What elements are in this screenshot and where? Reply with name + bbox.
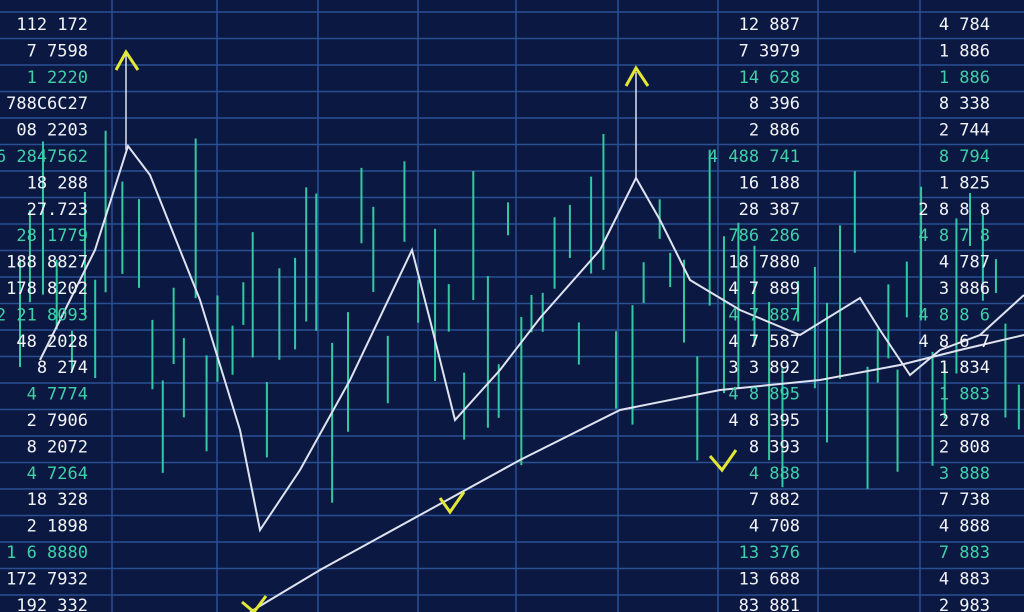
value-label: 8 2072 — [27, 437, 88, 457]
up-arrow — [114, 49, 140, 71]
value-label: 4 883 — [939, 569, 990, 589]
value-label: 2 8 8 8 — [918, 200, 990, 220]
value-label: 3 888 — [939, 464, 990, 484]
value-label: 2 878 — [939, 411, 990, 431]
value-label: 4 708 — [749, 517, 800, 537]
down-arrow — [241, 595, 268, 612]
value-label: 4 8 7 8 — [918, 226, 990, 246]
average-curve — [249, 334, 1024, 612]
value-label: 13 376 — [739, 543, 800, 563]
value-label: 1 886 — [939, 41, 990, 61]
value-label: 8 794 — [939, 147, 990, 167]
value-label: 8 338 — [939, 94, 990, 114]
arrows — [114, 49, 738, 612]
value-label: 18 288 — [27, 173, 88, 193]
value-label: 4 784 — [939, 15, 990, 35]
value-label: 4 8 8 6 — [918, 305, 990, 325]
value-label: 4 7264 — [27, 464, 88, 484]
value-label: 1 834 — [939, 358, 990, 378]
value-label: 788C6C27 — [6, 94, 88, 114]
value-label: 28 1779 — [16, 226, 88, 246]
value-label: 4 888 — [939, 517, 990, 537]
value-label: 1 883 — [939, 385, 990, 405]
value-label: 1 886 — [939, 68, 990, 88]
value-label: 1 6 8880 — [6, 543, 88, 563]
value-label: 7 882 — [749, 490, 800, 510]
curves — [39, 143, 1024, 612]
value-label: 8 393 — [749, 437, 800, 457]
value-label: 18 328 — [27, 490, 88, 510]
value-label: 1 825 — [939, 173, 990, 193]
value-label: 786 286 — [728, 226, 800, 246]
value-label: 4 888 — [749, 464, 800, 484]
value-label: 18 7880 — [728, 253, 800, 273]
value-label: 1 2220 — [27, 68, 88, 88]
down-arrow — [708, 449, 738, 473]
value-label: 7 3979 — [739, 41, 800, 61]
value-label: 4 7 587 — [728, 332, 800, 352]
value-label: 4 7774 — [27, 385, 88, 405]
value-label: 112 172 — [16, 15, 88, 35]
up-arrow — [624, 65, 650, 87]
value-label: 4 488 741 — [708, 147, 800, 167]
value-label: 2 1898 — [27, 517, 88, 537]
value-label: 27.723 — [27, 200, 88, 220]
value-label: 4 8 395 — [728, 411, 800, 431]
value-label: 2 7906 — [27, 411, 88, 431]
value-label: 4 8 6 7 — [918, 332, 990, 352]
value-label: 2 886 — [749, 121, 800, 141]
value-label: 2 21 8093 — [0, 305, 88, 325]
value-label: 2 744 — [939, 121, 990, 141]
value-label: 7 738 — [939, 490, 990, 510]
value-label: 7 883 — [939, 543, 990, 563]
value-label: 178 8202 — [6, 279, 88, 299]
value-label: 4 7 887 — [728, 305, 800, 325]
value-label: 14 628 — [739, 68, 800, 88]
down-arrow — [438, 491, 466, 515]
value-label: 4 7 889 — [728, 279, 800, 299]
value-label: 28 387 — [739, 200, 800, 220]
value-label: 83 881 — [739, 596, 800, 612]
value-label: 7 7598 — [27, 41, 88, 61]
volume-bars — [19, 130, 1020, 503]
value-label: 192 332 — [16, 596, 88, 612]
value-label: 16 188 — [739, 173, 800, 193]
value-label: 3 3 892 — [728, 358, 800, 378]
value-label: 48 2028 — [16, 332, 88, 352]
value-label: 6 2847562 — [0, 147, 88, 167]
labels: 112 172 7 7598 1 2220 788C6C27 08 2203 6 2847… — [0, 15, 990, 612]
value-label: 4 787 — [939, 253, 990, 273]
value-label: 08 2203 — [16, 121, 88, 141]
value-label: 3 886 — [939, 279, 990, 299]
value-label: 2 983 — [939, 596, 990, 612]
price-curve — [39, 143, 1024, 533]
value-label: 8 396 — [749, 94, 800, 114]
value-label: 12 887 — [739, 15, 800, 35]
value-label: 2 808 — [939, 437, 990, 457]
value-label: 4 8 895 — [728, 385, 800, 405]
value-label: 188 8827 — [6, 253, 88, 273]
value-label: 13 688 — [739, 569, 800, 589]
value-label: 172 7932 — [6, 569, 88, 589]
value-label: 8 274 — [37, 358, 88, 378]
